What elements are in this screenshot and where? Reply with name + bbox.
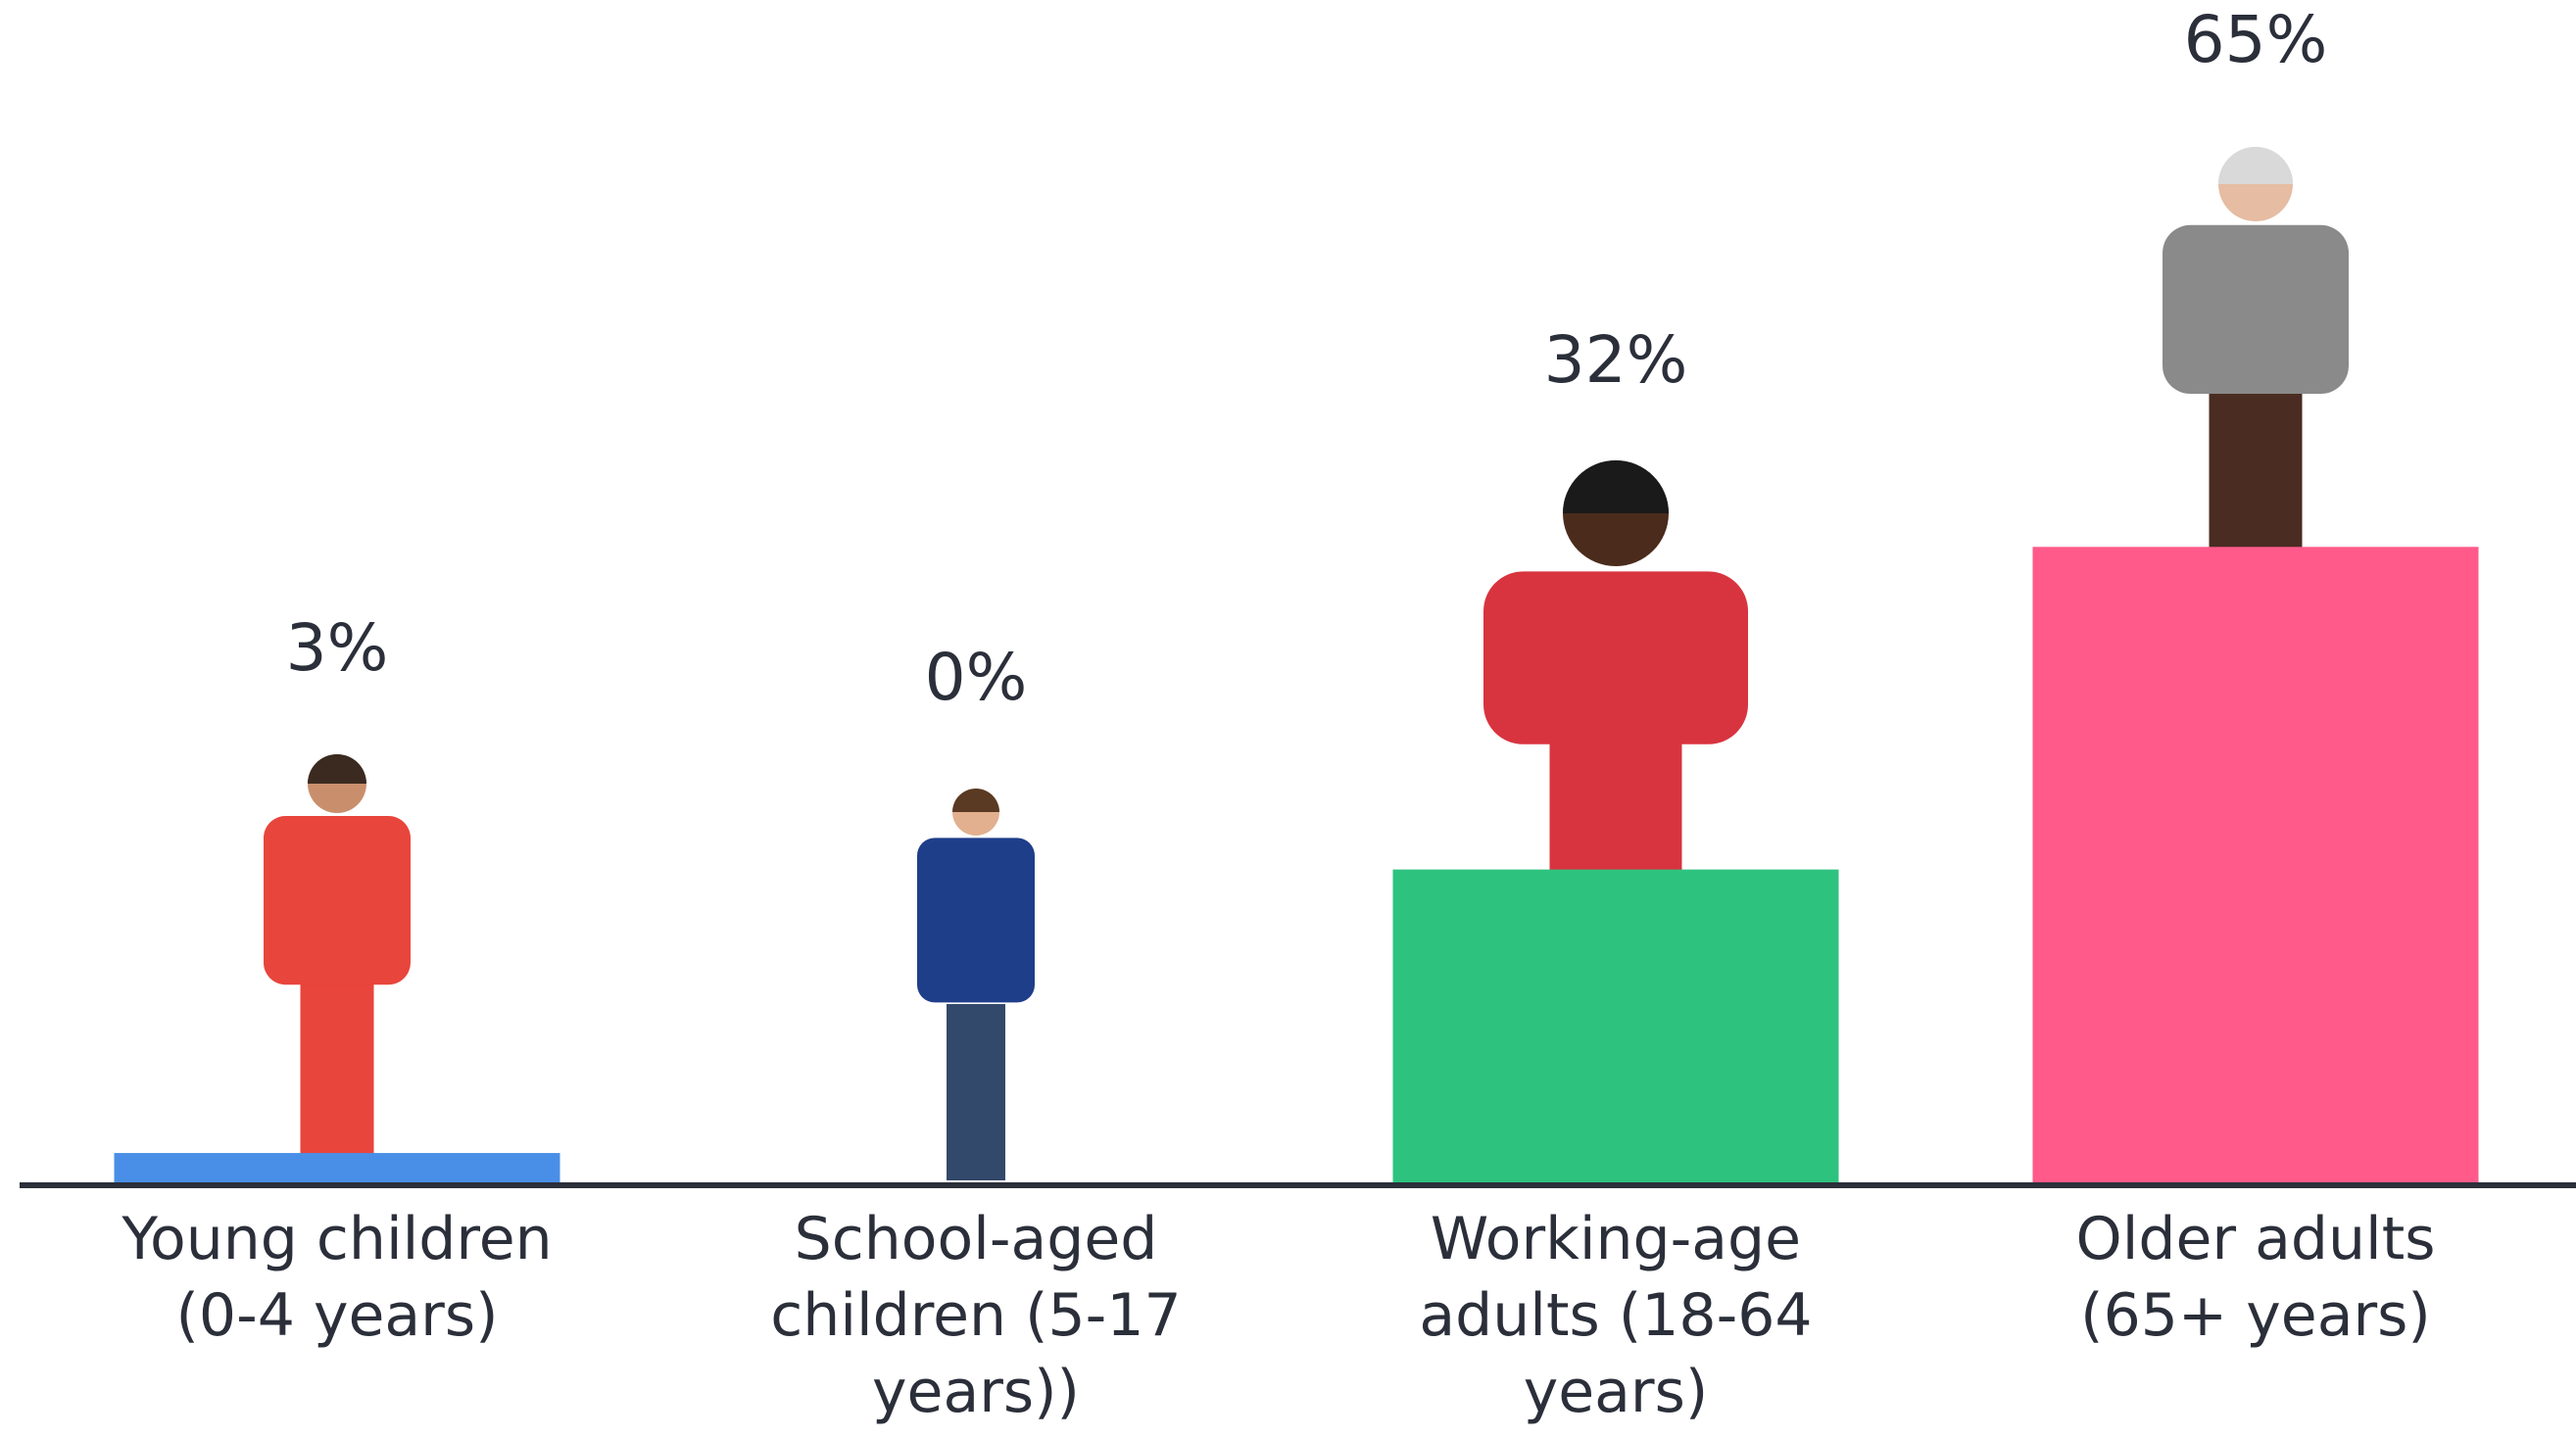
figure-hair bbox=[952, 789, 999, 812]
x-tick-label: School-aged children (5-17 years)) bbox=[770, 1205, 1182, 1426]
person-photo bbox=[1483, 460, 1748, 872]
figure-body bbox=[917, 838, 1035, 1003]
figure-body bbox=[2163, 224, 2349, 394]
figure-legs bbox=[2209, 367, 2303, 549]
x-tick-label: Young children (0-4 years) bbox=[122, 1205, 553, 1350]
figure-hair bbox=[308, 754, 366, 784]
figure-hair bbox=[2218, 147, 2293, 184]
bar bbox=[1392, 869, 1839, 1182]
figure-body bbox=[264, 816, 411, 985]
figure-hair bbox=[1563, 460, 1669, 513]
bar bbox=[114, 1153, 560, 1182]
value-label: 65% bbox=[2184, 2, 2328, 77]
figure-legs bbox=[300, 975, 374, 1156]
figure-body bbox=[1483, 571, 1748, 744]
person-photo bbox=[264, 754, 411, 1156]
value-label: 0% bbox=[925, 640, 1028, 715]
x-tick-label: Working-age adults (18-64 years) bbox=[1419, 1205, 1813, 1426]
x-tick-label: Older adults (65+ years) bbox=[2075, 1205, 2436, 1350]
figure-legs bbox=[947, 1004, 1005, 1180]
person-photo bbox=[917, 789, 1035, 1180]
bar bbox=[2032, 547, 2479, 1182]
person-photo bbox=[2163, 147, 2349, 549]
value-label: 3% bbox=[286, 610, 389, 686]
value-label: 32% bbox=[1544, 322, 1688, 398]
